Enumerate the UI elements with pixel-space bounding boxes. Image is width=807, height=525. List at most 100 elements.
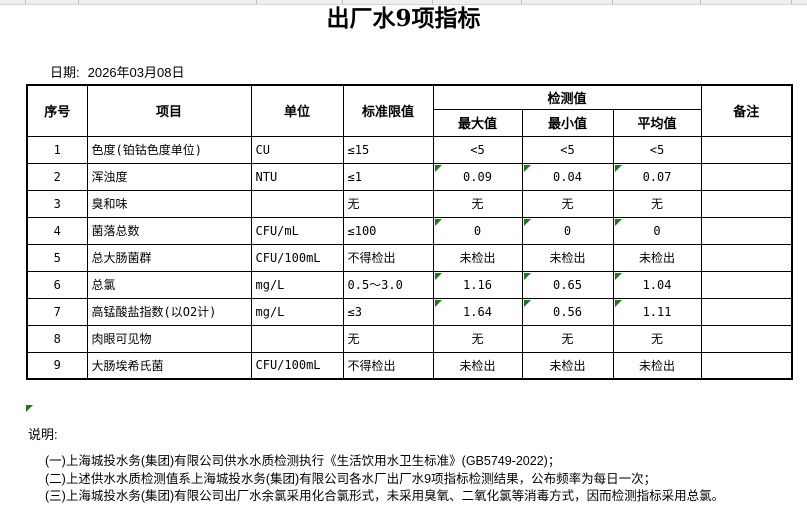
cell-unit: CU	[250, 135, 344, 164]
table-row: 1 色度(铂钴色度单位) CU ≤15 <5 <5 <5	[26, 135, 793, 164]
cell-remark	[700, 189, 793, 218]
sheet-grid-tick	[342, 0, 343, 4]
table-row: 4 菌落总数 CFU/mL ≤100 0 0 0	[26, 216, 793, 245]
cell-unit	[250, 189, 344, 218]
table-row: 7 高锰酸盐指数(以O2计) mg/L ≤3 1.64 0.56 1.11	[26, 297, 793, 326]
cell-unit: CFU/100mL	[250, 351, 344, 380]
cell-max: 0	[432, 216, 523, 245]
sheet-grid-tick	[700, 0, 701, 4]
cell-unit: CFU/mL	[250, 216, 344, 245]
col-header-seq: 序号	[26, 84, 88, 137]
cell-seq: 9	[26, 351, 88, 380]
cell-limit: ≤1	[342, 162, 434, 191]
cell-min: 无	[521, 189, 614, 218]
text-number-flag-icon	[614, 272, 622, 280]
cell-item: 高锰酸盐指数(以O2计)	[86, 297, 252, 326]
cell-unit: mg/L	[250, 297, 344, 326]
cell-limit: 无	[342, 324, 434, 353]
cell-unit: NTU	[250, 162, 344, 191]
col-header-remark: 备注	[700, 84, 793, 137]
cell-remark	[700, 270, 793, 299]
table-row: 8 肉眼可见物 无 无 无 无	[26, 324, 793, 353]
note-line: (三)上海城投水务(集团)有限公司出厂水余氯采用化合氯形式，未采用臭氧、二氧化氯…	[45, 489, 725, 503]
col-header-item: 项目	[86, 84, 252, 137]
cell-unit	[250, 324, 344, 353]
cell-item: 总氯	[86, 270, 252, 299]
table-row: 5 总大肠菌群 CFU/100mL 不得检出 未检出 未检出 未检出	[26, 243, 793, 272]
spreadsheet-grid-sliver	[0, 0, 807, 5]
text-number-flag-icon	[434, 218, 442, 226]
col-header-max: 最大值	[432, 108, 523, 137]
water-quality-table: 序号 项目 单位 标准限值 检测值 备注 最大值 最小值 平均值 1 色度(铂钴…	[26, 84, 794, 380]
cell-remark	[700, 216, 793, 245]
text-number-flag-icon	[614, 218, 622, 226]
cell-limit: ≤3	[342, 297, 434, 326]
col-header-unit: 单位	[250, 84, 344, 137]
cell-seq: 3	[26, 189, 88, 218]
cell-remark	[700, 297, 793, 326]
col-header-detected: 检测值	[432, 84, 702, 110]
col-header-min: 最小值	[521, 108, 614, 137]
cell-min: 0.56	[521, 297, 614, 326]
text-number-flag-icon	[523, 164, 531, 172]
date-label: 日期:	[50, 65, 80, 80]
text-number-flag-icon	[26, 405, 33, 412]
sheet-grid-tick	[612, 0, 613, 4]
sheet-grid-tick	[25, 0, 26, 4]
note-line: (一)上海城投水务(集团)有限公司供水水质检测执行《生活饮用水卫生标准》(GB5…	[45, 454, 561, 468]
cell-remark	[700, 162, 793, 191]
col-header-limit: 标准限值	[342, 84, 434, 137]
cell-max: 0.09	[432, 162, 523, 191]
cell-avg: 未检出	[612, 351, 702, 380]
text-number-flag-icon	[434, 272, 442, 280]
cell-min: 0.65	[521, 270, 614, 299]
cell-seq: 5	[26, 243, 88, 272]
cell-max: 无	[432, 189, 523, 218]
cell-unit: mg/L	[250, 270, 344, 299]
cell-min: 0	[521, 216, 614, 245]
cell-remark	[700, 135, 793, 164]
cell-remark	[700, 351, 793, 380]
cell-max: 未检出	[432, 351, 523, 380]
sheet-grid-tick	[256, 0, 257, 4]
text-number-flag-icon	[434, 164, 442, 172]
cell-item: 浑浊度	[86, 162, 252, 191]
cell-min: 未检出	[521, 351, 614, 380]
cell-avg: <5	[612, 135, 702, 164]
text-number-flag-icon	[523, 272, 531, 280]
cell-avg: 1.04	[612, 270, 702, 299]
cell-limit: 无	[342, 189, 434, 218]
cell-max: 1.64	[432, 297, 523, 326]
cell-seq: 7	[26, 297, 88, 326]
cell-min: 0.04	[521, 162, 614, 191]
table-row: 6 总氯 mg/L 0.5～3.0 1.16 0.65 1.04	[26, 270, 793, 299]
col-header-avg: 平均值	[612, 108, 702, 137]
cell-avg: 0	[612, 216, 702, 245]
cell-item: 大肠埃希氏菌	[86, 351, 252, 380]
text-number-flag-icon	[434, 299, 442, 307]
cell-min: 未检出	[521, 243, 614, 272]
cell-max: <5	[432, 135, 523, 164]
cell-avg: 未检出	[612, 243, 702, 272]
cell-seq: 4	[26, 216, 88, 245]
cell-seq: 1	[26, 135, 88, 164]
cell-limit: 不得检出	[342, 243, 434, 272]
cell-max: 1.16	[432, 270, 523, 299]
cell-avg: 无	[612, 324, 702, 353]
cell-seq: 8	[26, 324, 88, 353]
page-title: 出厂水9项指标	[326, 5, 481, 32]
text-number-flag-icon	[614, 164, 622, 172]
cell-remark	[700, 243, 793, 272]
table-row: 2 浑浊度 NTU ≤1 0.09 0.04 0.07	[26, 162, 793, 191]
cell-seq: 6	[26, 270, 88, 299]
cell-min: 无	[521, 324, 614, 353]
cell-remark	[700, 324, 793, 353]
sheet-grid-tick	[791, 0, 792, 4]
cell-max: 未检出	[432, 243, 523, 272]
report-date: 日期: 2026年03月08日	[50, 62, 184, 81]
cell-unit: CFU/100mL	[250, 243, 344, 272]
notes-block: (一)上海城投水务(集团)有限公司供水水质检测执行《生活饮用水卫生标准》(GB5…	[45, 453, 724, 506]
cell-max: 无	[432, 324, 523, 353]
cell-limit: ≤15	[342, 135, 434, 164]
text-number-flag-icon	[614, 299, 622, 307]
